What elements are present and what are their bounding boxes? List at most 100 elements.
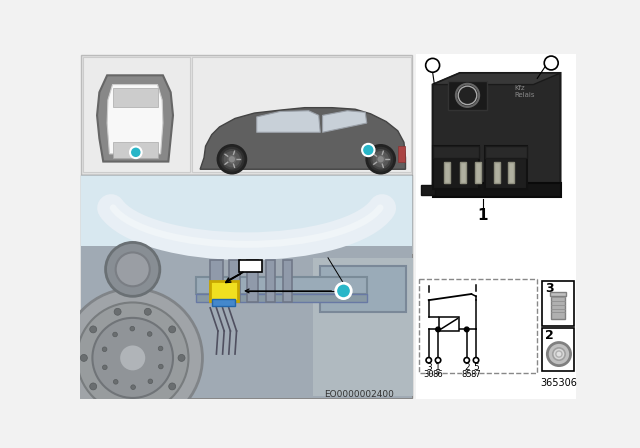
Bar <box>433 183 561 197</box>
Bar <box>320 266 406 312</box>
Circle shape <box>77 302 189 414</box>
Bar <box>81 55 412 175</box>
Bar <box>448 81 487 110</box>
Circle shape <box>465 327 469 332</box>
Circle shape <box>435 358 441 363</box>
Text: 1: 1 <box>340 286 348 296</box>
Bar <box>439 317 459 331</box>
Bar <box>484 146 527 189</box>
Polygon shape <box>433 73 561 185</box>
Bar <box>248 260 259 302</box>
Circle shape <box>556 351 562 357</box>
Circle shape <box>178 354 185 362</box>
Circle shape <box>544 56 558 70</box>
Polygon shape <box>433 73 561 85</box>
Circle shape <box>90 326 97 333</box>
Circle shape <box>113 332 117 337</box>
Circle shape <box>130 146 141 158</box>
Bar <box>542 281 575 326</box>
Circle shape <box>92 318 173 398</box>
Circle shape <box>377 155 385 163</box>
Bar <box>283 260 292 302</box>
Text: 3: 3 <box>426 363 431 372</box>
Bar <box>508 162 514 183</box>
Circle shape <box>169 326 176 333</box>
Text: 86: 86 <box>433 370 444 379</box>
Bar <box>81 176 412 398</box>
Bar <box>212 299 235 306</box>
Text: 1: 1 <box>365 145 372 155</box>
Bar <box>210 260 223 302</box>
Bar <box>421 185 435 195</box>
Circle shape <box>102 365 107 370</box>
Polygon shape <box>200 108 406 169</box>
Circle shape <box>119 344 147 372</box>
Circle shape <box>362 144 374 156</box>
Circle shape <box>102 347 107 352</box>
Circle shape <box>458 86 477 104</box>
Circle shape <box>367 146 395 173</box>
Circle shape <box>114 308 121 315</box>
Circle shape <box>116 252 150 286</box>
Bar <box>542 328 575 371</box>
Circle shape <box>90 383 97 390</box>
Bar <box>113 142 157 158</box>
Text: EO0000002400: EO0000002400 <box>324 390 394 399</box>
Bar <box>417 276 576 399</box>
Bar <box>433 146 479 158</box>
Circle shape <box>371 150 390 168</box>
Text: 1: 1 <box>477 208 488 223</box>
Circle shape <box>553 348 565 360</box>
Bar <box>551 294 565 319</box>
Circle shape <box>106 242 160 296</box>
Polygon shape <box>97 75 173 162</box>
Bar <box>312 258 413 396</box>
Text: 2: 2 <box>547 58 555 68</box>
Text: K5: K5 <box>242 260 259 273</box>
Circle shape <box>130 326 134 331</box>
Circle shape <box>464 358 469 363</box>
Circle shape <box>159 364 163 369</box>
Circle shape <box>113 379 118 384</box>
Bar <box>444 162 451 183</box>
Polygon shape <box>323 111 367 132</box>
Polygon shape <box>81 176 412 262</box>
Circle shape <box>169 383 176 390</box>
Text: 3: 3 <box>429 60 436 70</box>
Bar <box>113 88 157 107</box>
Circle shape <box>158 346 163 351</box>
Circle shape <box>131 385 136 389</box>
Bar <box>196 294 367 302</box>
Bar <box>460 162 466 183</box>
Bar <box>494 162 500 183</box>
Bar <box>193 57 411 172</box>
Bar <box>417 54 576 277</box>
Circle shape <box>63 289 202 427</box>
Text: 3: 3 <box>545 282 554 295</box>
Circle shape <box>81 354 88 362</box>
Text: Kfz
Relais: Kfz Relais <box>514 85 534 98</box>
Circle shape <box>114 401 121 408</box>
Circle shape <box>144 308 151 315</box>
Text: 5: 5 <box>473 363 479 372</box>
Text: 2: 2 <box>545 329 554 342</box>
Circle shape <box>436 327 440 332</box>
Circle shape <box>223 150 241 168</box>
Bar <box>81 246 412 398</box>
Circle shape <box>218 146 246 173</box>
Bar <box>550 293 566 296</box>
Text: 365306: 365306 <box>541 378 577 388</box>
Bar <box>239 260 262 272</box>
Bar <box>83 57 190 172</box>
Polygon shape <box>257 111 320 132</box>
Bar <box>476 162 481 183</box>
Circle shape <box>336 283 351 299</box>
Circle shape <box>228 155 236 163</box>
Bar <box>484 146 527 158</box>
Text: 87: 87 <box>470 370 481 379</box>
Bar <box>229 260 239 302</box>
Text: 30: 30 <box>424 370 434 379</box>
Bar <box>266 260 275 302</box>
Circle shape <box>147 332 152 336</box>
Circle shape <box>144 401 151 408</box>
